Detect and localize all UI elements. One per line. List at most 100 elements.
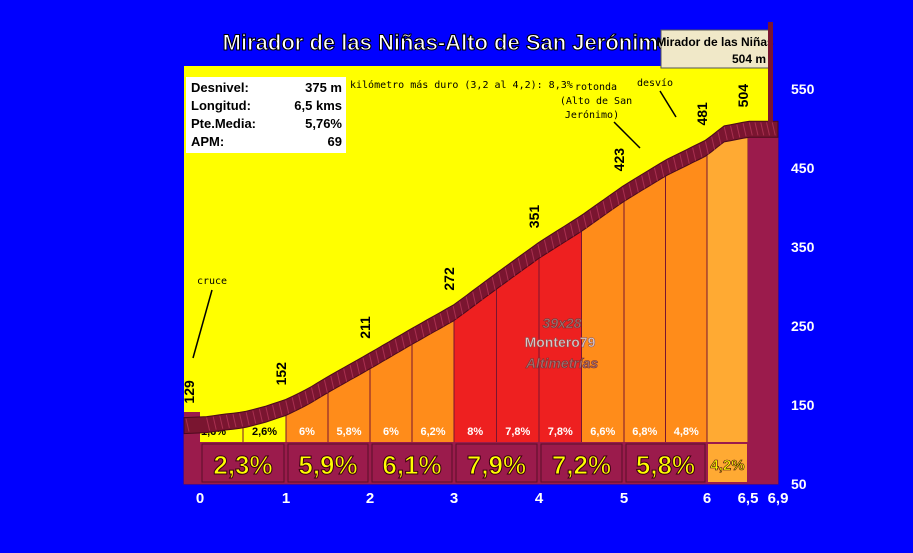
- segment-fill: [706, 124, 749, 485]
- road-texture: [485, 281, 490, 296]
- km-grade-box: [625, 443, 706, 483]
- summary-value-longitud: 6,5 kms: [294, 98, 342, 113]
- km-grade-box: [708, 444, 747, 482]
- segment-grade-label: 8%: [467, 426, 483, 438]
- summary-value-pte-media: 5,76%: [305, 116, 342, 131]
- elevation-label: 423: [611, 148, 627, 172]
- road-texture: [420, 324, 425, 338]
- road-texture: [622, 187, 627, 201]
- summit-sign-elevation: 504 m: [732, 52, 766, 66]
- road-texture: [245, 412, 250, 426]
- road-texture: [771, 122, 776, 136]
- km-grade-label: 7,9%: [467, 450, 526, 480]
- y-tick-label: 350: [791, 239, 815, 255]
- road-texture: [504, 267, 509, 281]
- annotation-cruce-pointer: [192, 289, 213, 359]
- segment-grade-label: 5,8%: [336, 426, 361, 438]
- road-texture: [343, 368, 348, 382]
- y-tick-label: 250: [791, 318, 815, 334]
- road-texture: [666, 160, 671, 174]
- road-texture: [219, 415, 224, 429]
- summit-wall: [748, 124, 778, 485]
- road-texture: [530, 248, 535, 262]
- km-grade-label: 7,2%: [552, 450, 611, 480]
- road-texture: [285, 400, 290, 414]
- road-texture: [349, 364, 354, 379]
- x-tick-label: 6,9: [768, 490, 789, 507]
- road-texture: [717, 131, 722, 145]
- elevation-label: 211: [357, 316, 373, 339]
- segment-grade-label: 6,6%: [590, 426, 615, 438]
- x-tick-label: 5: [620, 490, 628, 507]
- road-texture: [362, 357, 367, 371]
- km-grade-label: 2,3%: [213, 450, 272, 480]
- segment-grade-label: 4,8%: [674, 426, 699, 438]
- road-texture: [185, 418, 190, 432]
- road-texture: [232, 414, 237, 428]
- road-texture: [472, 291, 477, 305]
- summit-sign-name: Mirador de las Niñas: [656, 35, 774, 49]
- annotation-cruce: cruce: [197, 276, 227, 287]
- road-texture: [742, 123, 747, 137]
- y-tick-label: 550: [791, 81, 815, 97]
- segment-grade-label: 6%: [299, 426, 315, 438]
- road-texture: [459, 301, 464, 315]
- summary-label-pte-media: Pte.Media:: [191, 116, 256, 131]
- road-texture: [754, 122, 759, 136]
- road-texture: [446, 309, 451, 323]
- road-texture: [258, 408, 263, 422]
- road-texture: [556, 231, 561, 245]
- chart-title: Mirador de las Niñas-Alto de San Jerónim…: [223, 30, 672, 55]
- road-texture: [563, 227, 568, 241]
- road-texture: [478, 286, 483, 300]
- road-texture: [723, 126, 728, 141]
- road-texture: [465, 296, 470, 310]
- watermark-line1: 39x28: [543, 315, 582, 331]
- road-texture: [582, 214, 587, 229]
- road-texture: [330, 375, 335, 390]
- road-texture: [609, 196, 614, 210]
- km-grade-label: 4,2%: [710, 457, 744, 474]
- road-texture: [748, 122, 753, 136]
- road-texture: [653, 167, 658, 181]
- x-tick-label: 6: [703, 490, 711, 507]
- summary-label-longitud: Longitud:: [191, 98, 251, 113]
- road-texture: [647, 171, 652, 185]
- y-tick-label: 50: [791, 476, 807, 492]
- road-texture: [439, 313, 444, 327]
- road-texture: [679, 153, 684, 168]
- road-texture: [323, 379, 328, 393]
- annotation-rotonda-line3: Jerónimo): [565, 109, 619, 121]
- road-texture: [692, 147, 697, 161]
- road-texture: [375, 350, 380, 364]
- segment-grade-label: 7,8%: [548, 426, 573, 438]
- km-grade-box: [287, 443, 369, 483]
- watermark-line3: Altimetrías: [525, 355, 599, 371]
- road-texture: [602, 201, 607, 215]
- axes: 0 1 2 3 4 5 6 6,5 6,950 150 250 350 450 550: [196, 81, 815, 507]
- annotation-rotonda-line1: rotonda: [575, 82, 617, 93]
- y-tick-label: 450: [791, 160, 815, 176]
- road-texture: [498, 272, 503, 286]
- road-texture: [278, 402, 283, 416]
- summary-value-desnivel: 375 m: [305, 80, 342, 95]
- road-texture: [760, 122, 765, 136]
- km-grade-label: 5,8%: [636, 450, 695, 480]
- road-texture: [426, 320, 431, 334]
- elevation-label: 129: [181, 380, 197, 404]
- road-texture: [401, 335, 406, 349]
- road-texture: [381, 346, 386, 360]
- x-tick-label: 4: [535, 490, 544, 507]
- road-texture: [317, 383, 322, 397]
- km-grade-box: [371, 443, 453, 483]
- road-texture: [736, 124, 741, 138]
- road-texture: [660, 163, 665, 178]
- road-texture: [576, 219, 581, 233]
- x-tick-label: 2: [366, 490, 374, 507]
- segment-grade-label: 2,6%: [252, 426, 277, 438]
- elevation-label: 272: [441, 267, 457, 291]
- summary-label-desnivel: Desnivel:: [191, 80, 249, 95]
- y-tick-label: 150: [791, 397, 815, 413]
